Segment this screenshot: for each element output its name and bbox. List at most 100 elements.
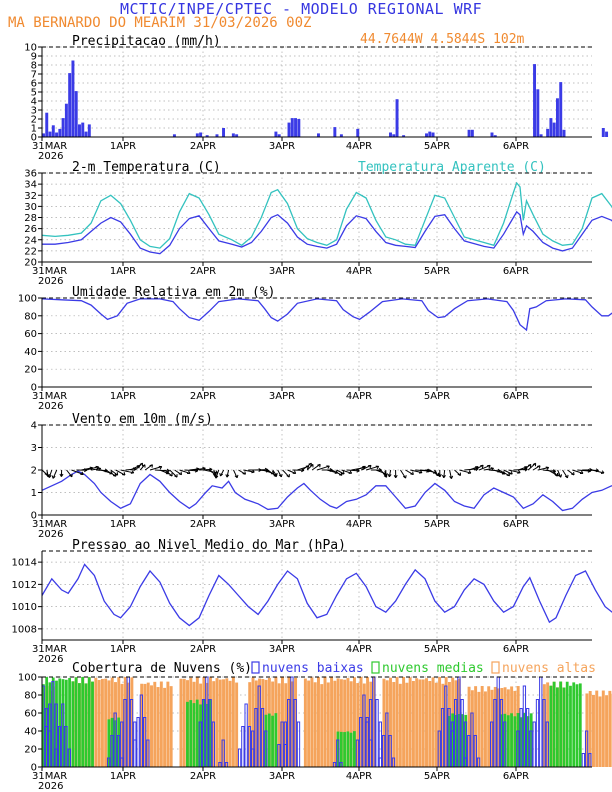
series-line-temperatura-aparente-c- [41,181,612,249]
wind-arrow [105,469,117,477]
wind-arrow [478,464,491,471]
x-day-label: 2APR [190,644,216,655]
precip-bar [74,91,78,137]
series-line-umidade-relativa [41,298,612,332]
cloud-high-bar [467,686,471,767]
wind-arrow [518,466,528,471]
legend-swatch-nuvens-baixas [251,661,260,674]
cloud-high-bar [487,686,491,767]
cloud-high-bar [140,683,144,767]
cloud-low-bar [532,721,536,768]
wind-arrow [184,469,198,472]
wind-arrow-head [187,470,191,475]
wind-arrow-head [375,465,380,470]
x-day-label: 2APR [190,266,216,277]
cloud-mid-bar [78,683,81,767]
cloud-low-bar [378,757,382,768]
cloud-high-bar [608,690,612,767]
wind-arrow-head [214,475,219,479]
wind-arrow-head [286,474,290,478]
precip-bar [87,124,91,137]
cloud-mid-bar [526,716,530,767]
wind-arrow-head [158,465,163,470]
cloud-high-bar [425,678,428,767]
precip-bar [317,133,320,137]
cloud-mid-bar [529,713,533,767]
cloud-mid-bar [506,715,510,767]
cloud-mid-bar [51,677,55,767]
cloud-high-bar [585,693,589,767]
cloud-mid-bar [516,713,520,767]
wind-arrow-head [579,470,584,475]
wind-arrow [71,469,84,475]
y-tick-label: 1 [31,124,37,135]
legend-swatch-nuvens-altas [491,661,500,674]
cloud-high-bar [405,682,409,767]
precip-bar [231,133,235,137]
x-day-label: 5APR [424,391,450,402]
wind-arrow-head [348,470,353,474]
cloud-mid-bar [68,678,71,767]
cloud-high-bar [212,681,216,767]
cloud-mid-bar [575,684,579,767]
series-line-2-m-temperatura-c- [42,210,612,255]
cloud-high-bar [480,686,484,767]
cloud-mid-bar [186,701,189,767]
y-tick-label: 0 [31,763,37,774]
precip-bar [64,103,68,137]
cloud-high-bar [307,680,311,767]
cloud-mid-bar [195,699,199,767]
cloud-high-bar [100,678,104,767]
cloud-mid-bar [107,719,111,767]
cloud-low-bar [581,753,585,768]
wind-arrow [81,467,93,471]
cloud-mid-bar [208,699,212,767]
precip-bar [172,134,176,137]
cloud-high-bar [287,677,291,767]
cloud-high-bar [477,691,481,767]
wind-arrow-head [410,471,414,476]
wind-arrow-head [178,471,183,476]
wind-arrow [449,469,452,479]
cloud-high-bar [317,677,320,767]
cloud-mid-bar [559,681,563,767]
wind-arrow-head [317,463,321,468]
cloud-high-bar [284,683,288,767]
wind-arrow-head [437,474,442,478]
y-tick-label: 80 [24,691,37,702]
wind-arrow-head [326,465,330,469]
cloud-mid-bar [569,685,572,767]
precip-bar [356,128,360,137]
cloud-mid-bar [61,679,65,767]
cloud-high-bar [392,681,396,767]
legend-label-nuvens-medias: nuvens medias [382,661,484,676]
cloud-mid-bar [114,720,117,767]
precip-bar [562,129,566,137]
cloud-mid-bar [64,679,68,767]
y-tick-label: 2 [31,466,37,477]
wind-arrow [375,469,387,475]
x-day-label: 1APR [110,266,136,277]
x-day-label: 4APR [346,519,372,530]
wind-arrow-head [273,472,278,477]
y-tick-label: 20 [24,365,37,376]
precip-bar [195,133,199,137]
cloud-mid-bar [271,715,274,767]
wind-arrow-head [558,474,563,478]
wind-arrow-head [47,474,52,478]
cloud-mid-bar [555,687,559,767]
cloud-high-bar [592,694,595,767]
y-tick-label: 22 [24,246,37,257]
wind-arrow [91,468,101,471]
cloud-high-bar [150,685,153,767]
precip-bar [287,122,291,137]
precip-bar [42,133,45,137]
cloud-high-bar [356,683,360,767]
x-day-label: 5APR [424,519,450,530]
precip-bar [339,134,343,137]
cloud-low-bar [375,699,379,768]
y-tick-label: 8 [31,61,37,72]
series-line-pressao-ao-nivel-medio-do-mar [41,563,612,627]
x-day-label: 5APR [424,771,450,782]
y-tick-label: 9 [31,52,37,63]
